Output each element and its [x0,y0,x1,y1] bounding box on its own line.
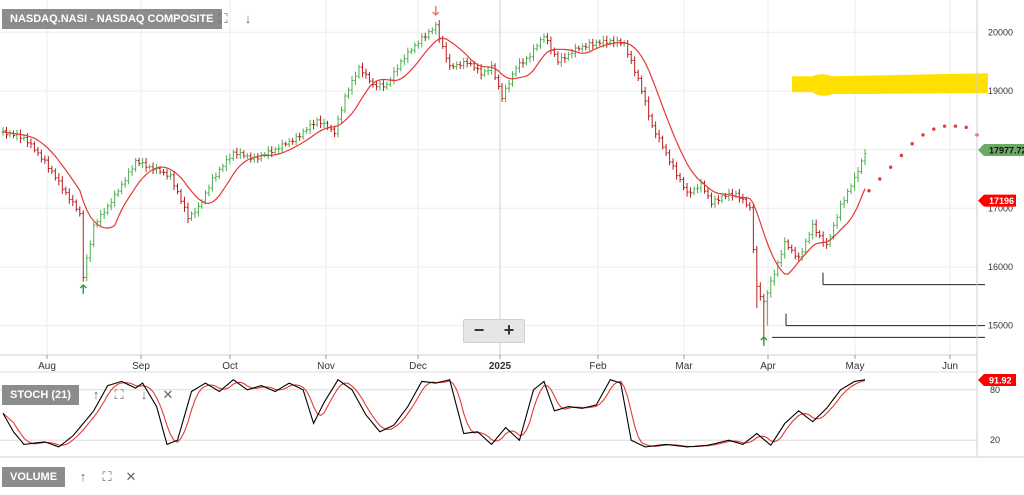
forecast-dot [910,142,914,146]
price-tick-label: 17000 [988,203,1013,213]
main-expand-icon[interactable]: ⛶ [218,11,228,26]
sell-signal-arrow [432,6,440,16]
moving-average-line [2,37,866,275]
stoch-tick-label: 80 [990,385,1000,395]
volume-expand-icon[interactable]: ⛶ [102,469,112,484]
last-price-tag-shape [978,144,1024,156]
forecast-layer [867,124,979,193]
time-tick-label: Mar [675,361,693,372]
forecast-dot [942,124,947,128]
time-tick-label: Apr [760,361,776,372]
target-zone-layer [792,73,988,96]
signals-layer [79,6,768,346]
forecast-dot [932,127,936,131]
price-bars-layer [1,20,867,341]
support-levels-layer [772,272,985,338]
buy-signal-arrow [79,284,87,294]
volume-move-up-icon[interactable]: ↑ [79,469,87,484]
time-tick-label: Feb [589,361,607,372]
stoch-tick-label: 20 [990,435,1000,445]
volume-close-icon[interactable]: ✕ [125,469,137,484]
time-tick-label: Sep [132,361,150,372]
volume-panel-title: VOLUME [2,467,66,487]
stoch-panel-title: STOCH (21) [2,385,79,405]
time-tick-label: Dec [409,361,427,372]
stoch-k-line [2,378,866,448]
forecast-dot [878,177,882,181]
time-tick-label: 2025 [489,361,512,372]
forecast-dot [867,189,871,193]
price-tags-layer: 17977.72 17196 91.92 [978,144,1024,386]
zoom-in-button[interactable]: + [503,320,515,340]
zoom-control: − + [463,319,525,343]
stoch-last-tag-shape [978,374,1016,386]
stoch-layer [2,378,866,448]
forecast-dot [964,125,968,130]
forecast-dot [921,133,925,137]
level-price-tag: 17196 [989,196,1014,206]
grid-layer [0,0,977,441]
forecast-dot [953,124,958,128]
price-tick-label: 20000 [988,27,1013,37]
forecast-dot [888,165,893,169]
time-tick-label: Aug [38,361,56,372]
forecast-dot [899,153,904,158]
price-tick-label: 15000 [988,321,1013,331]
main-panel-title: NASDAQ.NASI - NASDAQ COMPOSITE [2,9,222,29]
stoch-move-up-icon[interactable]: ↑ [92,387,100,402]
zoom-out-button[interactable]: − [473,320,485,340]
time-tick-label: Jun [942,361,958,372]
stoch-d-line [2,380,866,448]
level-price-tag-shape [978,194,1016,207]
stoch-expand-icon[interactable]: ⛶ [114,387,124,402]
buy-signal-arrow [760,336,768,346]
time-tick-label: Nov [317,361,335,372]
main-collapse-down-icon[interactable]: ↓ [244,11,252,26]
stoch-close-icon[interactable]: ✕ [162,387,174,402]
moving-average-layer [2,37,866,275]
time-tick-label: May [846,361,865,372]
price-tick-label: 16000 [988,262,1013,272]
target-zone [792,73,988,96]
last-price-tag: 17977.72 [989,146,1024,156]
time-tick-label: Oct [222,361,238,372]
stoch-last-tag: 91.92 [989,376,1012,386]
stoch-move-down-icon[interactable]: ↓ [140,387,148,402]
axes-layer: 150001600017000180001900020000AugSepOctN… [0,0,1024,458]
price-tick-label: 19000 [988,86,1013,96]
